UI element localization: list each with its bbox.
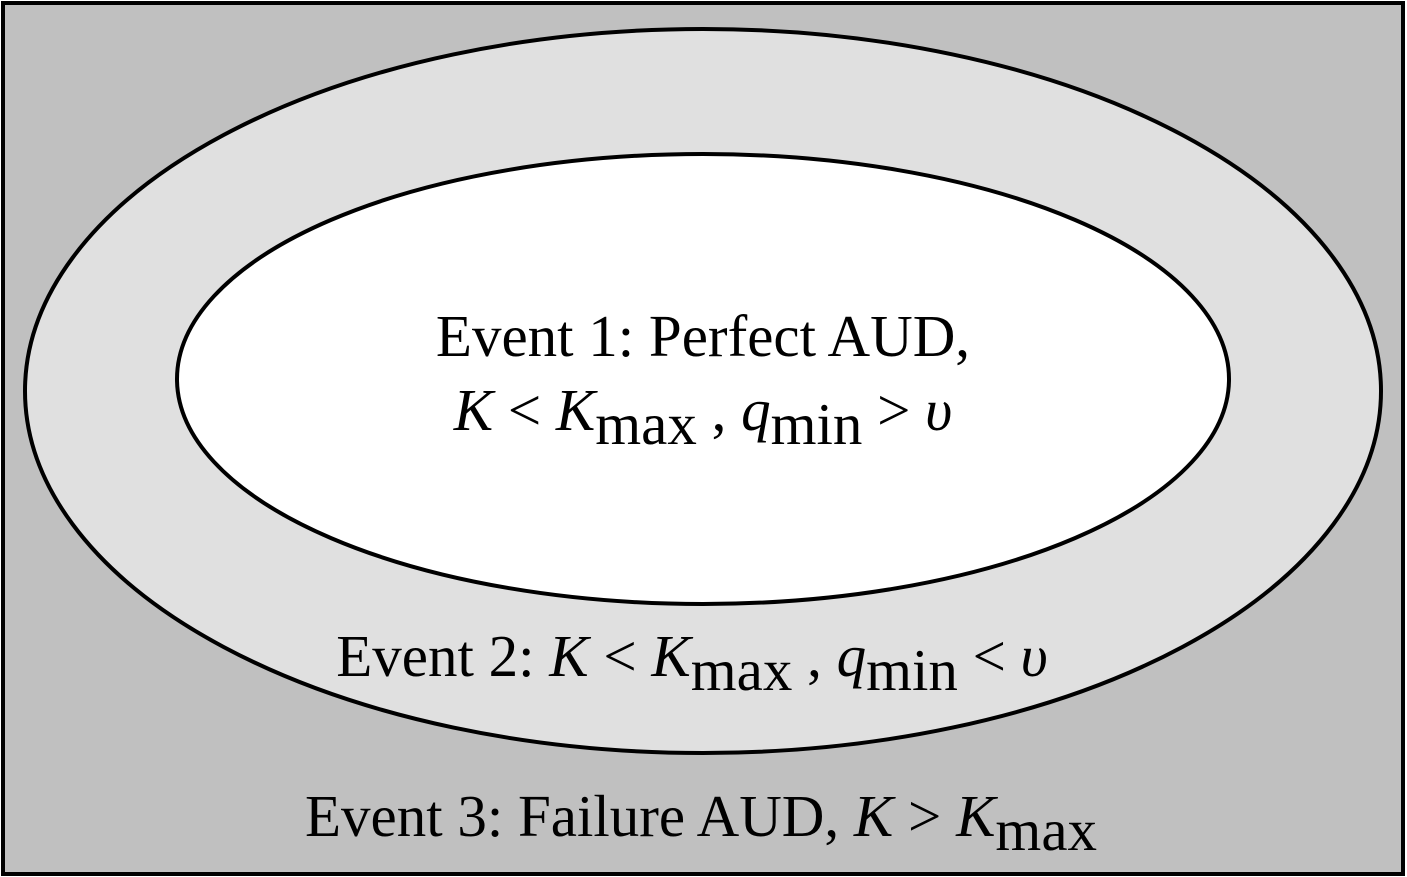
event1-upsilon: υ bbox=[925, 377, 952, 443]
event3-prefix: Event 3: Failure AUD, bbox=[305, 783, 854, 849]
event2-k: K bbox=[548, 623, 591, 689]
event2-q-base: q bbox=[837, 623, 867, 689]
event3-kmax-base: K bbox=[955, 783, 998, 849]
event2-lt2: < bbox=[958, 623, 1021, 689]
event2-kmax-base: K bbox=[650, 623, 693, 689]
event1-q-base: q bbox=[741, 377, 771, 443]
event2-kmax-sub: max bbox=[691, 637, 793, 703]
event2-lt: < bbox=[589, 623, 652, 689]
event1-lt: < bbox=[493, 377, 556, 443]
event2-prefix: Event 2: bbox=[336, 623, 549, 689]
event1-gt: > bbox=[862, 377, 925, 443]
event3-gt: > bbox=[893, 783, 956, 849]
event1-kmax-base: K bbox=[555, 377, 598, 443]
event2-sep: , bbox=[792, 623, 836, 689]
event1-sep: , bbox=[697, 377, 741, 443]
event3-kmax-sub: max bbox=[995, 797, 1097, 863]
event1-kmax-sub: max bbox=[595, 391, 697, 457]
event1-title: Event 1: Perfect AUD, bbox=[436, 303, 970, 369]
event3-k: K bbox=[853, 783, 896, 849]
event2-q-sub: min bbox=[866, 637, 958, 703]
event1-k: K bbox=[453, 377, 496, 443]
event2-upsilon: υ bbox=[1021, 623, 1048, 689]
event1-q-sub: min bbox=[771, 391, 863, 457]
